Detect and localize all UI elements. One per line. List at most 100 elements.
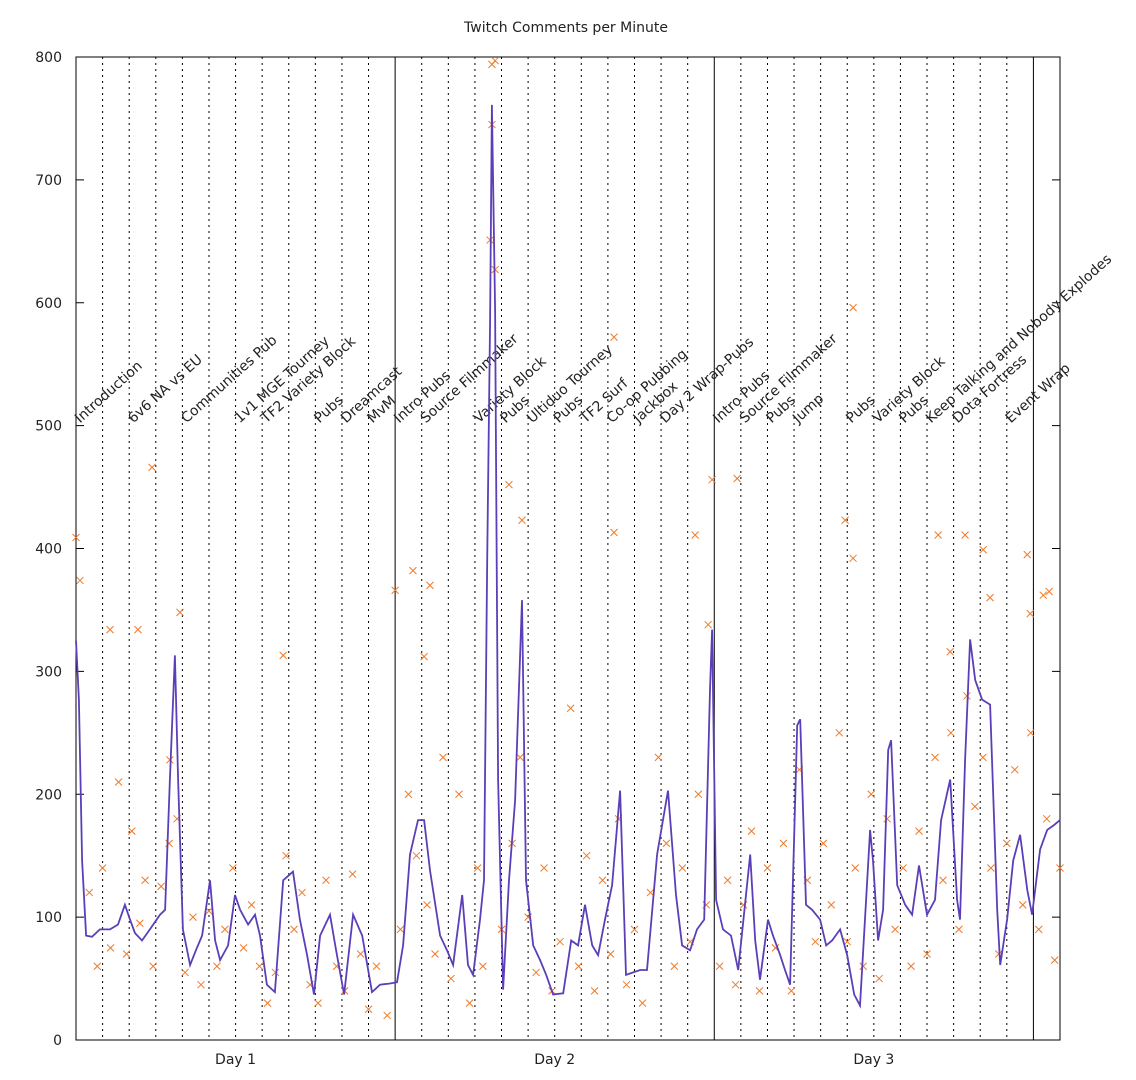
scatter-point	[971, 802, 979, 811]
scatter-point	[314, 999, 322, 1007]
scatter-point	[114, 778, 123, 786]
scatter-point	[755, 986, 764, 995]
scatter-point	[622, 980, 631, 989]
scatter-point	[827, 900, 836, 909]
scatter-point	[590, 986, 599, 995]
scatter-point	[704, 620, 713, 629]
scatter-point	[72, 533, 80, 542]
scatter-point	[923, 950, 931, 958]
scatter-point	[715, 962, 724, 971]
y-tick-label: 0	[53, 1033, 62, 1049]
scatter-point	[934, 531, 943, 539]
scatter-point	[540, 864, 548, 872]
scatter-point	[1045, 587, 1053, 596]
scatter-point	[946, 647, 955, 656]
average-line	[75, 104, 1061, 1009]
scatter-point	[372, 962, 381, 971]
scatter-point	[412, 851, 421, 860]
y-tick-label: 400	[35, 542, 62, 558]
scatter-point	[1026, 609, 1035, 618]
scatter-point	[420, 652, 428, 661]
scatter-point	[556, 937, 564, 946]
scatter-point	[1010, 765, 1019, 774]
scatter-point	[598, 876, 607, 885]
scatter-point	[404, 790, 413, 799]
scatter-point	[979, 545, 987, 554]
scatter-point	[1034, 925, 1043, 934]
scatter-point	[678, 864, 687, 872]
scatter-point	[409, 566, 417, 575]
scatter-point	[439, 753, 447, 762]
scatter-point	[867, 790, 876, 799]
scatter-point	[279, 651, 288, 660]
scatter-point	[610, 528, 618, 537]
scatter-point	[931, 753, 939, 762]
x-tick-label: Day 3	[853, 1052, 894, 1068]
annotation-label: Pubs	[311, 392, 346, 426]
scatter-point	[532, 968, 540, 977]
scatter-point	[148, 463, 156, 472]
scatter-point	[1050, 956, 1059, 964]
scatter-point	[566, 704, 575, 713]
plot-frame	[75, 56, 1061, 1041]
scatter-point	[819, 839, 828, 848]
scatter-point	[229, 864, 237, 872]
scatter-point	[122, 950, 131, 958]
scatter-point	[135, 919, 144, 928]
scatter-point	[986, 593, 994, 602]
y-tick-label: 500	[35, 419, 62, 435]
scatter-point	[1042, 814, 1051, 823]
scatter-point	[290, 925, 298, 934]
annotation-label: Pubs	[843, 392, 878, 426]
scatter-point	[396, 925, 405, 934]
scatter-point	[835, 728, 844, 737]
scatter-point	[455, 790, 463, 799]
y-tick-label: 100	[35, 910, 62, 926]
scatter-point	[1039, 591, 1048, 600]
scatter-point	[907, 962, 915, 971]
scatter-point	[106, 943, 115, 952]
scatter-point	[670, 962, 679, 971]
scatter-point	[1056, 864, 1064, 872]
scatter-point	[733, 474, 741, 483]
scatter-point	[157, 882, 165, 891]
scatter-point	[723, 876, 732, 885]
scatter-point	[322, 876, 330, 885]
scatter-point	[473, 864, 482, 872]
scatter-point	[763, 864, 772, 872]
x-tick-label: Day 2	[534, 1052, 575, 1068]
scatter-point	[851, 864, 860, 872]
scatter-point	[149, 962, 157, 971]
scatter-point	[465, 999, 474, 1007]
scatter-point	[239, 943, 248, 952]
scatter-point	[134, 625, 142, 634]
scatter-point	[426, 581, 434, 590]
y-tick-label: 800	[35, 50, 62, 66]
y-tick-label: 300	[35, 664, 62, 680]
scatter-point	[176, 608, 184, 617]
scatter-point	[961, 531, 969, 539]
scatter-point	[979, 753, 987, 762]
scatter-point	[141, 876, 149, 885]
scatter-point	[181, 968, 189, 977]
scatter-point	[731, 980, 740, 989]
scatter-point	[939, 876, 947, 885]
scatter-point	[491, 56, 499, 65]
scatter-point	[247, 900, 256, 909]
scatter-point	[875, 974, 884, 983]
scatter-point	[849, 303, 857, 312]
scatter-point	[811, 937, 820, 946]
scatter-point	[263, 999, 272, 1007]
scatter-point	[787, 986, 796, 995]
scatter-point	[423, 900, 431, 909]
scatter-point	[1023, 550, 1032, 559]
scatter-point	[638, 999, 647, 1007]
scatter-point	[106, 625, 114, 634]
annotation-label: Jump	[789, 391, 827, 427]
scatter-point	[883, 814, 891, 823]
scatter-point	[479, 962, 487, 971]
scatter-point	[747, 827, 756, 835]
scatter-point	[98, 864, 107, 872]
